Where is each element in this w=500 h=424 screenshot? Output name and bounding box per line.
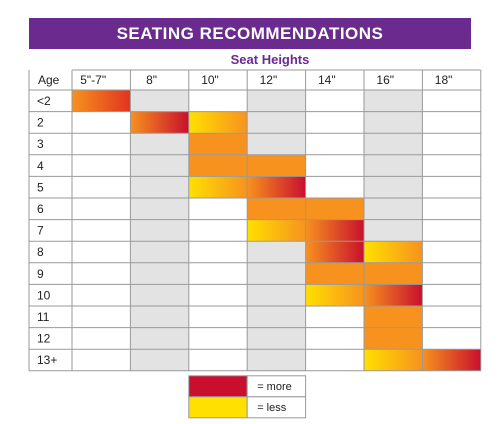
row-label-7: 7 [37,224,44,238]
row-label-12: 12 [37,332,51,346]
heat-cell [188,176,248,198]
heat-cell [364,241,423,263]
row-label-2: 2 [37,116,44,130]
heat-cell [364,327,423,350]
heat-cell [247,154,306,177]
heat-cell [305,219,364,242]
row-label-4: 4 [37,159,44,173]
column-header-18: 18" [435,73,453,87]
heat-cell [130,111,189,134]
row-label-9: 9 [37,267,44,281]
row-label-6: 6 [37,202,44,216]
heat-cell [247,198,306,220]
column-header-12: 12" [260,73,278,87]
heat-cell [247,219,306,242]
heat-cell [188,133,248,155]
chart-title: SEATING RECOMMENDATIONS [29,18,471,49]
legend-label-less: = less [257,402,287,414]
row-header-label: Age [38,73,60,87]
legend-swatch-more [188,375,248,398]
row-label-10: 10 [37,288,51,302]
heat-cell [305,241,364,263]
column-header-16: 16" [376,73,394,87]
row-label-11: 11 [37,310,50,324]
legend-label-box [246,396,307,419]
heat-cell [364,306,423,328]
heat-cell [305,198,364,220]
column-header-10: 10" [201,73,219,87]
column-header-8: 8" [146,73,157,87]
heat-cell [247,176,306,198]
row-label-13: 13+ [37,353,57,367]
heat-cell [364,284,423,306]
row-label-8: 8 [37,245,44,259]
heat-cell [422,349,481,371]
heat-cell [188,154,248,177]
column-header-14: 14" [318,73,336,87]
column-header-5-7: 5"-7" [80,73,106,87]
heat-cell [364,349,423,371]
heat-cell [305,284,364,306]
heat-cell [364,262,423,285]
heat-cell [305,262,364,285]
column-band [130,90,189,371]
legend-label-more: = more [257,381,292,393]
row-label-5: 5 [37,180,44,194]
heat-cell [72,90,131,112]
chart-subtitle: Seat Heights [230,52,310,67]
legend-swatch-less [188,396,248,419]
heat-cell [188,111,248,134]
row-label-2: <2 [37,94,51,108]
row-label-3: 3 [37,137,44,151]
